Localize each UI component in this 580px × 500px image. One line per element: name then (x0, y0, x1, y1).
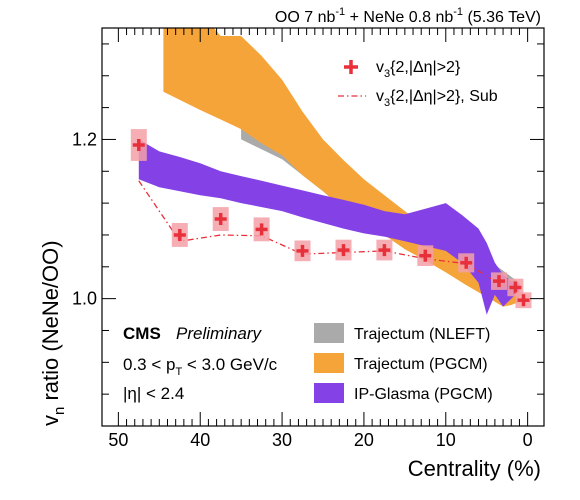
x-tick-label: 50 (108, 430, 128, 450)
legend-swatch-nleft (314, 323, 344, 343)
pt-cut-post: < 3.0 GeV/c (182, 355, 277, 374)
y-tick-labels: 1.0 1.2 (72, 129, 97, 308)
eta-cut-label: |η| < 2.4 (123, 384, 184, 403)
preliminary-label: Preliminary (176, 324, 263, 343)
x-tick-labels: 50 40 30 20 10 0 (108, 430, 532, 450)
y-axis-title-main: v (38, 415, 63, 426)
y-tick-label: 1.2 (72, 129, 97, 149)
legend-top: v3{2,|Δη|>2} v3{2,|Δη|>2}, Sub (338, 59, 498, 109)
pt-cut-label: 0.3 < pT < 3.0 GeV/c (123, 355, 278, 378)
y-tick-label: 1.0 (72, 289, 97, 309)
legend-swatch-pgcm (314, 353, 344, 373)
legend-label-sub: v3{2,|Δη|>2}, Sub (376, 88, 498, 109)
x-tick-label: 10 (436, 430, 456, 450)
top-label-part1: OO 7 nb (275, 9, 336, 26)
top-label-sup1: -1 (335, 6, 345, 18)
legend-label-points: v3{2,|Δη|>2} (376, 59, 461, 80)
legend-points-sub: 3 (384, 68, 390, 80)
y-axis-title-rest: ratio (NeNe/OO) (38, 240, 63, 406)
cms-label: CMS (123, 324, 161, 343)
x-axis-title: Centrality (%) (408, 456, 541, 481)
y-axis-title: vn ratio (NeNe/OO) (38, 240, 68, 426)
top-label-part2: + NeNe 0.8 nb (345, 9, 453, 26)
legend-points-marker (344, 60, 358, 74)
cms-annotation: CMS Preliminary 0.3 < pT < 3.0 GeV/c |η|… (123, 324, 278, 403)
x-tick-label: 20 (354, 430, 374, 450)
legend-sub-sub: 3 (384, 97, 390, 109)
legend-sub-main: v (376, 88, 384, 105)
pt-cut-sub: T (175, 366, 182, 378)
legend-bottom: Trajectum (NLEFT) Trajectum (PGCM) IP-Gl… (314, 323, 493, 403)
legend-points-main: v (376, 59, 384, 76)
x-tick-label: 40 (190, 430, 210, 450)
pt-cut-pre: 0.3 < p (123, 355, 175, 374)
legend-label-ipglasma: IP-Glasma (PGCM) (354, 386, 493, 403)
legend-label-pgcm: Trajectum (PGCM) (354, 356, 488, 373)
x-tick-label: 30 (272, 430, 292, 450)
theory-bands (138, 28, 520, 315)
top-label-part3: (5.36 TeV) (463, 9, 541, 26)
legend-label-nleft: Trajectum (NLEFT) (354, 326, 490, 343)
legend-swatch-ipglasma (314, 383, 344, 403)
legend-sub-rest: {2,|Δη|>2}, Sub (390, 88, 498, 105)
top-label-sup2: -1 (453, 6, 463, 18)
axis-ticks (102, 28, 544, 426)
chart-top-label: OO 7 nb-1 + NeNe 0.8 nb-1 (5.36 TeV) (275, 6, 541, 26)
legend-points-rest: {2,|Δη|>2} (390, 59, 461, 76)
x-tick-label: 0 (523, 430, 533, 450)
band-ip-glasma-pgcm- (138, 139, 520, 315)
y-axis-title-sub: n (51, 407, 68, 415)
data-points-layer (130, 129, 532, 309)
